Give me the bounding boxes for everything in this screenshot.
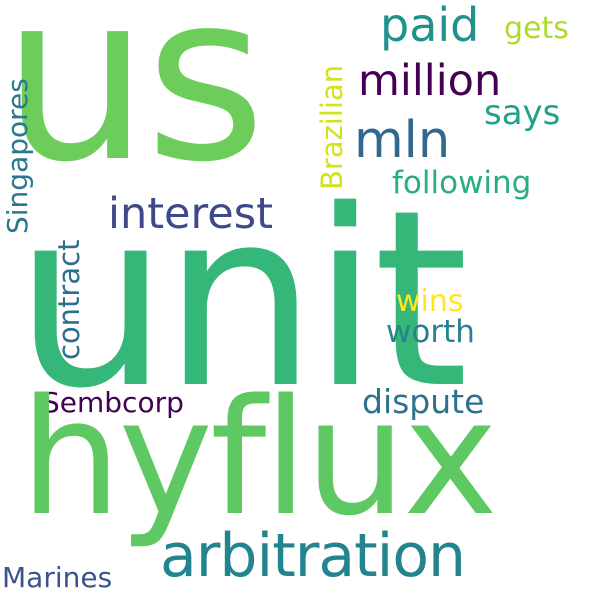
- word-sembcorp: Sembcorp: [42, 386, 184, 419]
- word-gets: gets: [504, 11, 569, 46]
- word-us: us: [2, 0, 266, 213]
- word-says: says: [484, 93, 561, 133]
- word-million: million: [358, 56, 502, 106]
- word-hyflux: hyflux: [20, 364, 498, 551]
- word-singapores: Singapores: [1, 78, 34, 234]
- word-unit: unit: [14, 158, 469, 442]
- word-brazilian: Brazilian: [315, 64, 349, 190]
- word-marines: Marines: [2, 561, 113, 594]
- word-arbitration: arbitration: [160, 521, 466, 591]
- word-following: following: [392, 165, 532, 201]
- word-contract: contract: [52, 239, 86, 360]
- word-wins: wins: [396, 284, 464, 319]
- word-mln: mln: [354, 111, 451, 170]
- word-interest: interest: [108, 189, 273, 239]
- word-paid: paid: [380, 0, 480, 52]
- word-worth: worth: [386, 314, 475, 350]
- word-dispute: dispute: [362, 382, 485, 421]
